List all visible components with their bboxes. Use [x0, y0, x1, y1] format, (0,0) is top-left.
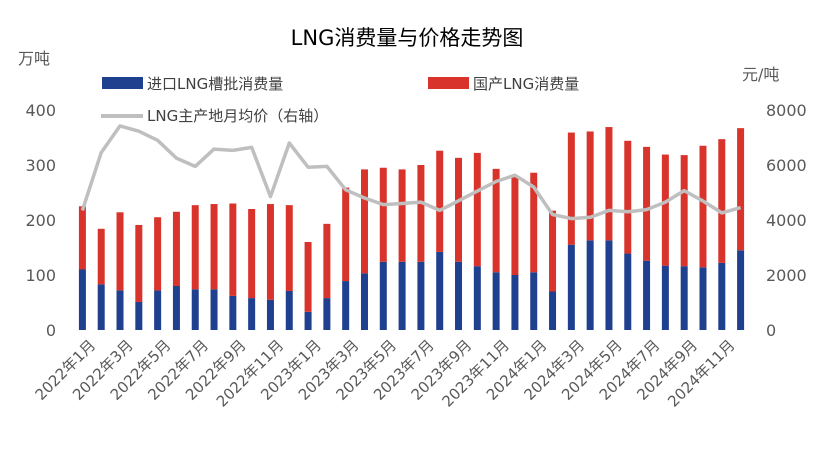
bar-domestic — [511, 175, 519, 275]
bar-domestic — [605, 127, 613, 241]
bar-domestic — [154, 217, 162, 291]
legend-swatch-domestic — [428, 77, 469, 89]
bar-imported — [172, 286, 180, 330]
bar-imported — [266, 299, 274, 330]
chart-title: LNG消费量与价格走势图 — [291, 26, 524, 50]
left-y-tick-label: 100 — [25, 266, 56, 285]
bar-domestic — [172, 211, 180, 286]
right-y-tick-label: 4000 — [766, 211, 807, 230]
right-axis-unit: 元/吨 — [742, 65, 779, 84]
bar-imported — [116, 290, 124, 330]
right-y-tick-label: 2000 — [766, 266, 807, 285]
bar-imported — [473, 266, 481, 330]
bar-imported — [455, 261, 463, 330]
legend-label-price: LNG主产地月均价（右轴） — [147, 107, 328, 125]
bar-domestic — [661, 154, 669, 266]
bar-imported — [718, 262, 726, 330]
bar-domestic — [624, 140, 632, 254]
bar-imported — [210, 289, 218, 330]
bar-domestic — [530, 172, 538, 273]
bar-imported — [342, 281, 350, 330]
bar-imported — [567, 244, 575, 330]
right-y-tick-label: 8000 — [766, 101, 807, 120]
bar-domestic — [718, 139, 726, 263]
bar-domestic — [417, 165, 425, 262]
bar-domestic — [78, 206, 86, 270]
right-y-tick-label: 6000 — [766, 156, 807, 175]
bar-imported — [511, 275, 519, 330]
bar-imported — [605, 240, 613, 330]
price-line-layer — [80, 124, 742, 221]
left-y-axis: 0 100 200 300 400 — [25, 101, 56, 340]
bar-imported — [492, 272, 500, 330]
bar-imported — [436, 251, 444, 330]
legend-label-imported: 进口LNG槽批消费量 — [147, 75, 283, 93]
bar-domestic — [398, 169, 406, 262]
bar-domestic — [586, 131, 594, 241]
bar-domestic — [643, 146, 651, 261]
bar-domestic — [360, 169, 368, 274]
bar-imported — [661, 265, 669, 330]
bar-domestic — [699, 145, 707, 268]
bar-domestic — [135, 224, 143, 302]
bar-domestic — [567, 132, 575, 245]
bar-imported — [78, 269, 86, 330]
bar-imported — [191, 289, 199, 330]
bars — [78, 127, 745, 330]
bar-domestic — [323, 223, 331, 299]
right-y-axis: 0 2000 4000 6000 8000 — [766, 101, 807, 340]
bar-domestic — [737, 128, 745, 251]
left-y-tick-label: 300 — [25, 156, 56, 175]
bar-imported — [643, 260, 651, 330]
bar-domestic — [304, 242, 312, 312]
bar-imported — [379, 261, 387, 330]
bar-imported — [737, 250, 745, 330]
bar-imported — [699, 267, 707, 330]
bar-imported — [154, 290, 162, 330]
bar-imported — [398, 261, 406, 330]
bar-imported — [323, 298, 331, 330]
left-y-tick-label: 400 — [25, 101, 56, 120]
bar-domestic — [285, 205, 293, 291]
bar-imported — [417, 261, 425, 330]
bar-domestic — [379, 167, 387, 262]
bar-domestic — [116, 212, 124, 291]
legend-swatch-imported — [102, 77, 143, 89]
bar-imported — [624, 253, 632, 330]
bar-imported — [229, 295, 237, 330]
bar-imported — [304, 311, 312, 330]
legend-label-domestic: 国产LNG消费量 — [473, 75, 579, 93]
bar-domestic — [248, 209, 256, 299]
bar-domestic — [342, 187, 350, 282]
bar-domestic — [549, 210, 557, 292]
bar-domestic — [680, 155, 688, 267]
bar-imported — [586, 240, 594, 330]
legend: 进口LNG槽批消费量 国产LNG消费量 LNG主产地月均价（右轴） — [101, 75, 579, 125]
price-line — [80, 124, 742, 221]
bar-imported — [135, 301, 143, 330]
bar-imported — [285, 290, 293, 330]
bar-imported — [360, 273, 368, 330]
bar-domestic — [97, 228, 105, 285]
bar-domestic — [191, 205, 199, 290]
x-axis: 2022年1月2022年3月2022年5月2022年7月2022年9月2022年… — [32, 336, 739, 410]
left-y-tick-label: 200 — [25, 211, 56, 230]
left-y-tick-label: 0 — [46, 321, 56, 340]
bar-imported — [549, 291, 557, 330]
bar-imported — [530, 272, 538, 330]
bar-domestic — [492, 168, 500, 273]
bar-domestic — [436, 150, 444, 252]
left-axis-unit: 万吨 — [18, 49, 50, 68]
bar-domestic — [455, 157, 463, 262]
bar-domestic — [229, 203, 237, 296]
bar-domestic — [473, 152, 481, 267]
right-y-tick-label: 0 — [766, 321, 776, 340]
bar-imported — [248, 298, 256, 330]
bar-imported — [97, 284, 105, 330]
bar-imported — [680, 266, 688, 330]
bar-domestic — [266, 204, 274, 300]
bar-domestic — [210, 204, 218, 290]
